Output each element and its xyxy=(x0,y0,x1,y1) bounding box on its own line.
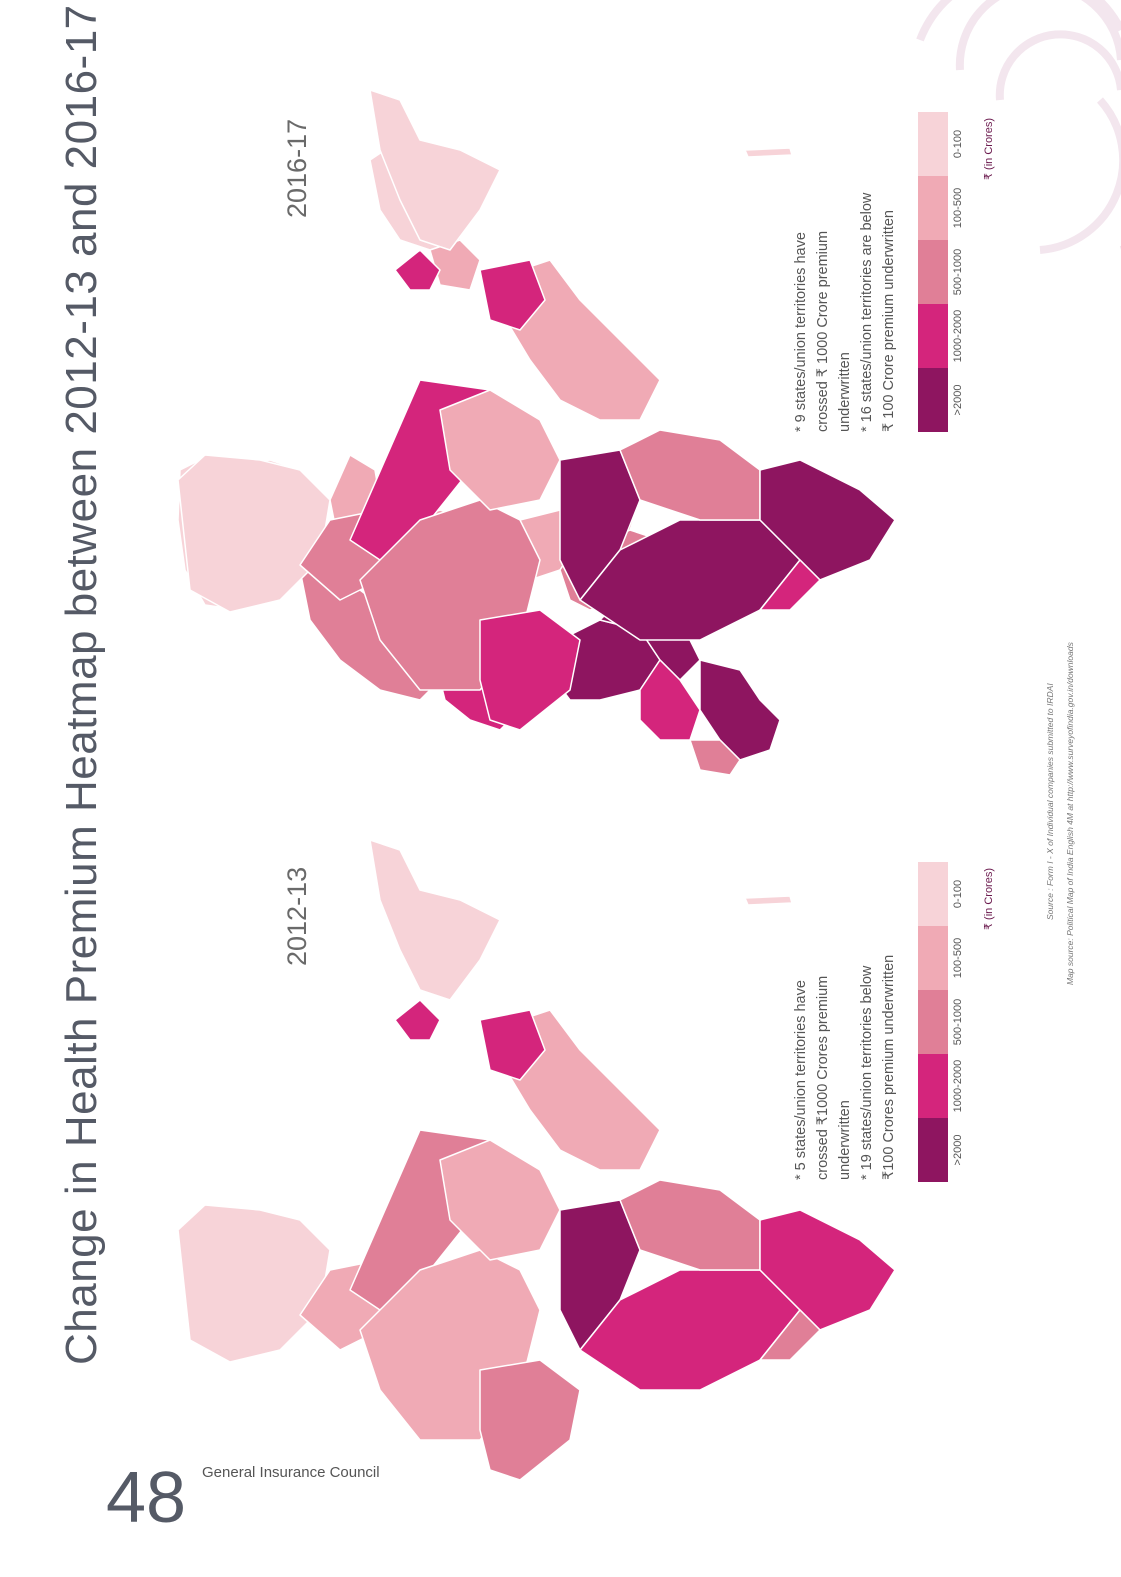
page-title: Change in Health Premium Heatmap between… xyxy=(57,4,106,1365)
notes-2016: * 9 states/union territories have crosse… xyxy=(790,193,900,432)
legend-label: 100-500 xyxy=(952,937,964,979)
region-bihar-2 xyxy=(479,259,546,331)
note-line: * 5 states/union territories have xyxy=(793,980,809,1180)
page-number: 48 xyxy=(106,1458,187,1538)
legend-unit-2016: ₹ (in Crores) xyxy=(983,117,995,180)
region-kerala-2 xyxy=(759,559,821,611)
legend-label: 500-1000 xyxy=(952,248,964,296)
legend-label: >2000 xyxy=(952,1134,964,1166)
region-karnataka xyxy=(639,659,701,741)
legend-labels-2016: >2000 1000-2000 500-1000 100-500 0-100 xyxy=(952,112,964,432)
notes-2012: * 5 states/union territories have crosse… xyxy=(790,955,900,1180)
map-year-label-2012: 2012-13 xyxy=(282,866,312,966)
note-line: * 19 states/union territories below xyxy=(859,965,875,1180)
region-kerala xyxy=(689,739,741,776)
legend-label: 500-1000 xyxy=(952,998,964,1046)
region-tn-2 xyxy=(759,459,896,581)
legend-label: 0-100 xyxy=(952,129,964,159)
legend-label: 1000-2000 xyxy=(952,309,964,363)
legend-unit-2012: ₹ (in Crores) xyxy=(983,867,995,930)
legend-swatch xyxy=(918,176,948,240)
region-ne-2 xyxy=(369,89,501,251)
region-tamil-nadu xyxy=(699,659,781,761)
legend-label: 100-500 xyxy=(952,187,964,229)
legend-labels-2012: >2000 1000-2000 500-1000 100-500 0-100 xyxy=(952,862,964,1182)
region-bihar-b xyxy=(479,1009,546,1081)
legend-swatch xyxy=(918,368,948,432)
organization-name: General Insurance Council xyxy=(202,1464,380,1481)
region-central-up xyxy=(439,389,561,511)
region-gujarat-2 xyxy=(479,609,581,731)
region-small-islands-b xyxy=(744,895,793,906)
legend-swatch xyxy=(918,240,948,304)
map-source-note: Map source: Political Map of India Engli… xyxy=(1065,642,1075,985)
note-line: underwritten xyxy=(837,1100,853,1180)
region-gujarat-b xyxy=(479,1359,581,1481)
note-line: ₹ 100 Crore premium underwritten xyxy=(881,210,897,432)
note-line: * 9 states/union territories have xyxy=(793,232,809,432)
region-kerala-b xyxy=(759,1309,821,1361)
map-year-label-2016: 2016-17 xyxy=(282,118,312,218)
source-note: Source : Form I - X of Individual compan… xyxy=(1045,683,1055,920)
note-line: * 16 states/union territories are below xyxy=(859,192,875,432)
legend-swatch xyxy=(918,1118,948,1182)
legend-label: >2000 xyxy=(952,384,964,416)
legend-swatch xyxy=(918,304,948,368)
legend-swatch xyxy=(918,862,948,926)
region-tn-b xyxy=(759,1209,896,1331)
legend-swatch xyxy=(918,1054,948,1118)
legend-swatch xyxy=(918,926,948,990)
region-ne-3b xyxy=(394,999,441,1041)
note-line: ₹100 Crores premium underwritten xyxy=(881,954,897,1180)
note-line: underwritten xyxy=(837,352,853,432)
region-small-islands xyxy=(744,147,793,158)
legend-label: 1000-2000 xyxy=(952,1059,964,1113)
legend-swatch xyxy=(918,112,948,176)
region-ne-b xyxy=(369,839,501,1001)
legend-label: 0-100 xyxy=(952,879,964,909)
region-ne-3 xyxy=(394,249,441,291)
legend-swatch xyxy=(918,990,948,1054)
note-line: crossed ₹1000 Crores premium xyxy=(815,975,831,1180)
note-line: crossed ₹ 1000 Crore premium xyxy=(815,230,831,432)
region-central-up-b xyxy=(439,1139,561,1261)
